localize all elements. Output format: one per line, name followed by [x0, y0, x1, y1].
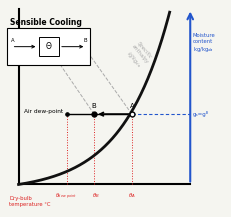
Text: Specific
enthalpy
kJ/kg$_{da}$: Specific enthalpy kJ/kg$_{da}$ [122, 40, 153, 71]
Text: B: B [91, 103, 96, 109]
Text: $h_B$: $h_B$ [47, 50, 55, 59]
Text: B: B [83, 38, 87, 43]
Text: Sensible Cooling: Sensible Cooling [10, 18, 82, 27]
Text: A: A [11, 38, 15, 43]
Text: Moisture
content
kg/kg$_{da}$: Moisture content kg/kg$_{da}$ [192, 33, 214, 54]
Text: $\theta_{dew\ point}$: $\theta_{dew\ point}$ [54, 191, 76, 202]
Text: $h_A$: $h_A$ [74, 39, 82, 48]
Text: $\theta_A$: $\theta_A$ [128, 191, 135, 200]
Text: Θ: Θ [46, 42, 52, 51]
Text: Dry-bulb
temperature °C: Dry-bulb temperature °C [9, 196, 51, 207]
Text: gₐ=gᴮ: gₐ=gᴮ [192, 111, 208, 117]
Text: Air dew-point: Air dew-point [24, 109, 63, 115]
Bar [7, 28, 90, 65]
Bar [39, 38, 58, 56]
Text: $\theta_B$: $\theta_B$ [92, 191, 99, 200]
Text: A: A [129, 103, 134, 109]
